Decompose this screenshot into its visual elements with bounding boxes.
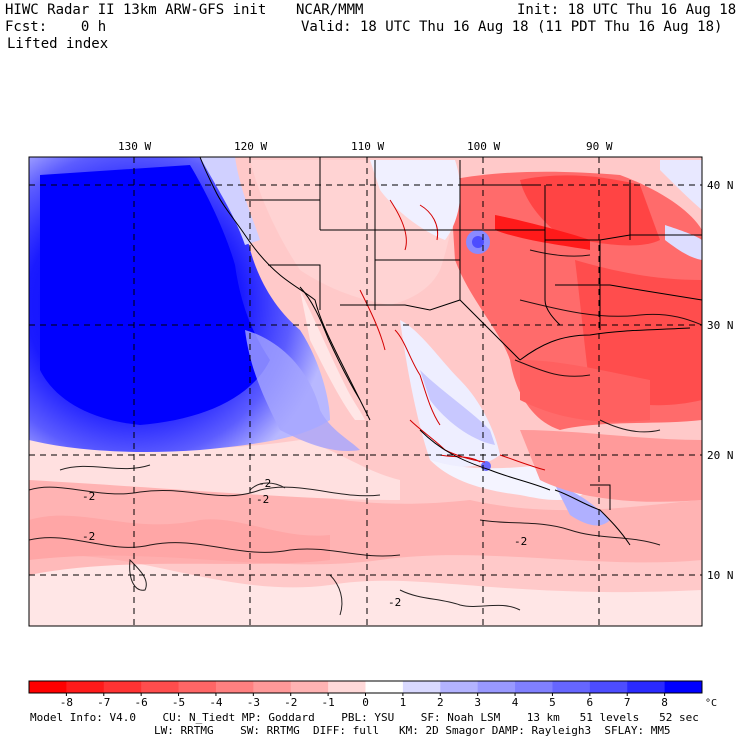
colorbar-tick-label: -1 [321, 696, 334, 709]
colorbar-tick-label: 5 [549, 696, 556, 709]
colorbar-swatch [103, 681, 142, 693]
lon-label: 130 W [118, 140, 151, 153]
contour-label: -2 [388, 596, 401, 609]
contour-label: -2 [258, 477, 271, 490]
colorbar-swatch [402, 681, 441, 693]
colorbar-swatch [253, 681, 292, 693]
colorbar: -8 -7 -6 -5 -4 -3 -2 -1 0 1 2 3 4 5 6 7 8 °C [28, 680, 717, 709]
lon-label: 110 W [351, 140, 384, 153]
colorbar-swatch [328, 681, 366, 693]
colorbar-tick-label: -5 [172, 696, 185, 709]
lon-label: 100 W [467, 140, 500, 153]
colorbar-swatch [141, 681, 180, 693]
model-title: HIWC Radar II 13km ARW-GFS init [5, 2, 267, 18]
lon-label: 120 W [234, 140, 267, 153]
init-time: Init: 18 UTC Thu 16 Aug 18 [517, 2, 737, 18]
model-info-line1: Model Info: V4.0 CU: N_Tiedt MP: Goddard… [30, 711, 699, 724]
forecast-hour: Fcst: 0 h [5, 19, 107, 35]
institution-label: NCAR/MMM [296, 2, 364, 18]
contour-label: -2 [256, 493, 269, 506]
colorbar-tick-label: -2 [284, 696, 297, 709]
colorbar-tick-label: 0 [362, 696, 369, 709]
colorbar-swatch [515, 681, 553, 693]
colorbar-swatch [477, 681, 516, 693]
contour-label: -2 [514, 535, 527, 548]
lat-label: 40 N [707, 179, 734, 192]
colorbar-tick-label: -3 [247, 696, 260, 709]
colorbar-tick-label: 2 [437, 696, 444, 709]
colorbar-swatch [440, 681, 479, 693]
colorbar-tick-label: -8 [60, 696, 73, 709]
colorbar-tick-label: -6 [135, 696, 148, 709]
lat-label: 10 N [707, 569, 734, 582]
field-name: Lifted index [7, 36, 109, 52]
colorbar-swatch [66, 681, 105, 693]
colorbar-swatch [552, 681, 591, 693]
colorbar-swatch [29, 681, 67, 693]
colorbar-swatch [178, 681, 217, 693]
contour-label: -2 [82, 530, 95, 543]
colorbar-swatch [664, 681, 703, 693]
colorbar-tick-label: 6 [587, 696, 594, 709]
colorbar-swatch [365, 681, 404, 693]
contour-label: -2 [82, 490, 95, 503]
colorbar-tick-label: 3 [474, 696, 481, 709]
colorbar-tick-label: 8 [661, 696, 668, 709]
colorbar-unit: °C [705, 698, 717, 709]
colorbar-tick-label: -7 [97, 696, 110, 709]
lat-label: 20 N [707, 449, 734, 462]
colorbar-swatch [215, 681, 254, 693]
colorbar-tick-label: -4 [209, 696, 223, 709]
colorbar-swatch [589, 681, 628, 693]
lon-label: 90 W [586, 140, 613, 153]
colorbar-swatch [627, 681, 666, 693]
colorbar-tick-label: 7 [624, 696, 631, 709]
colorbar-swatch [290, 681, 329, 693]
lifted-index-field [29, 157, 702, 626]
colorbar-tick-label: 4 [512, 696, 519, 709]
lat-label: 30 N [707, 319, 734, 332]
colorbar-tick-label: 1 [400, 696, 407, 709]
model-info-line2: LW: RRTMG SW: RRTMG DIFF: full KM: 2D Sm… [154, 724, 671, 737]
valid-time: Valid: 18 UTC Thu 16 Aug 18 (11 PDT Thu … [301, 19, 723, 35]
